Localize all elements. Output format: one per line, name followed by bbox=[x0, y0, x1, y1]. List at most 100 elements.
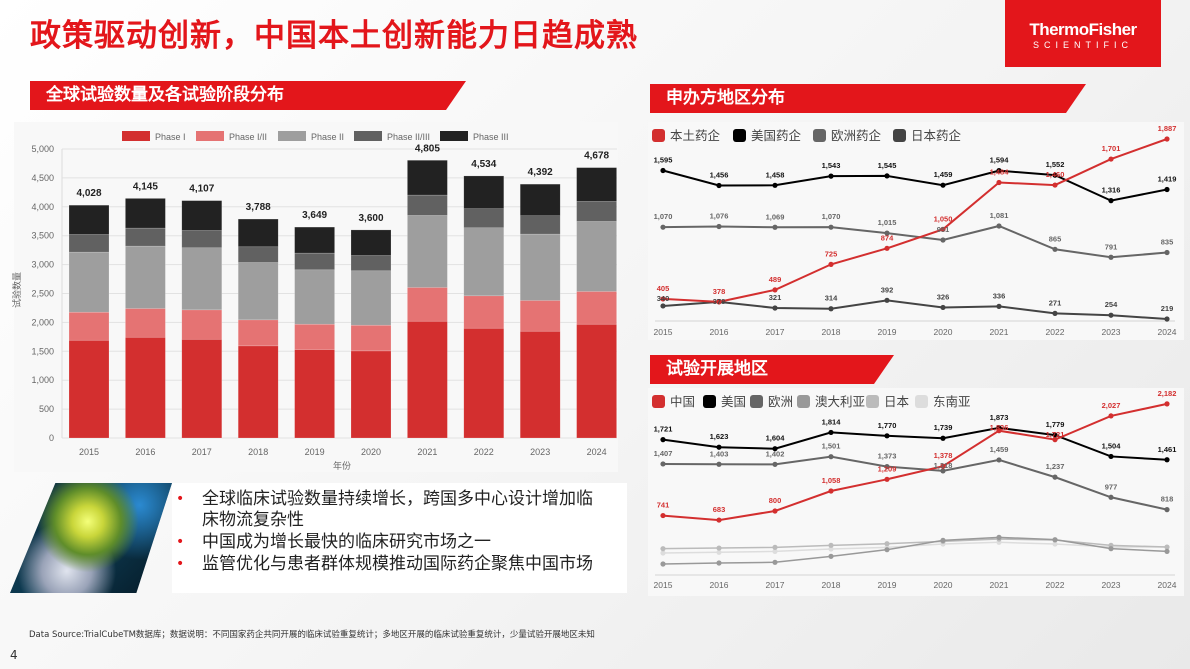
data-point bbox=[772, 461, 778, 467]
data-point bbox=[884, 173, 890, 179]
bar-segment bbox=[125, 245, 166, 309]
data-point bbox=[996, 428, 1002, 434]
bar-segment bbox=[237, 218, 279, 248]
data-point bbox=[772, 544, 778, 550]
bullet-text: 全球临床试验数量持续增长，跨国多中心设计增加临床物流复杂性 bbox=[202, 489, 593, 530]
y-tick-label: 0 bbox=[49, 433, 54, 443]
data-point bbox=[996, 534, 1002, 540]
bar-segment bbox=[463, 295, 505, 329]
legend-swatch bbox=[278, 131, 306, 141]
x-tick-label: 2022 bbox=[1046, 580, 1065, 590]
data-point bbox=[1164, 548, 1170, 554]
data-label: 1,721 bbox=[654, 425, 673, 434]
data-point bbox=[940, 537, 946, 543]
data-point bbox=[1052, 437, 1058, 443]
data-point bbox=[884, 230, 890, 236]
x-tick-label: 2015 bbox=[654, 580, 673, 590]
data-label: 326 bbox=[937, 292, 950, 301]
data-label: 741 bbox=[657, 501, 670, 510]
data-label: 2,027 bbox=[1102, 401, 1121, 410]
data-label: 1,070 bbox=[654, 212, 673, 221]
bar-segment bbox=[576, 201, 617, 222]
bar-segment bbox=[519, 300, 561, 332]
data-label: 392 bbox=[881, 285, 894, 294]
logo-line2: SCIENTIFIC bbox=[1032, 40, 1133, 50]
data-label: 977 bbox=[1105, 482, 1118, 491]
x-tick-label: 2018 bbox=[248, 447, 268, 457]
data-label: 1,402 bbox=[766, 449, 785, 458]
data-point bbox=[996, 179, 1002, 186]
data-label: 1,459 bbox=[934, 170, 953, 179]
data-label: 683 bbox=[713, 505, 726, 514]
data-point bbox=[716, 461, 722, 467]
data-label: 865 bbox=[1049, 234, 1062, 243]
bar-segment bbox=[68, 204, 110, 235]
data-point bbox=[1108, 546, 1114, 552]
bar-segment bbox=[407, 287, 448, 322]
data-point bbox=[884, 476, 890, 482]
data-point bbox=[660, 461, 666, 467]
data-point bbox=[828, 173, 834, 179]
x-tick-label: 2015 bbox=[654, 327, 673, 337]
data-point bbox=[1108, 156, 1114, 162]
x-tick-label: 2018 bbox=[822, 580, 841, 590]
data-point bbox=[772, 548, 778, 554]
x-tick-label: 2019 bbox=[305, 447, 325, 457]
data-point bbox=[716, 299, 722, 305]
data-label: 1,545 bbox=[878, 161, 897, 170]
bar-segment bbox=[68, 339, 110, 439]
data-point bbox=[828, 542, 834, 548]
data-label: 378 bbox=[713, 287, 726, 296]
data-label: 321 bbox=[769, 293, 782, 302]
bar-segment bbox=[237, 246, 279, 263]
legend-label: Phase III bbox=[473, 132, 509, 142]
thermo-fisher-logo: ThermoFisher SCIENTIFIC bbox=[1005, 0, 1161, 67]
data-point bbox=[884, 245, 890, 251]
bar-segment bbox=[350, 255, 392, 272]
data-label: 1,459 bbox=[990, 445, 1009, 454]
x-tick-label: 2019 bbox=[878, 327, 897, 337]
x-tick-label: 2022 bbox=[474, 447, 494, 457]
data-label: 1,458 bbox=[766, 170, 785, 179]
legend-swatch bbox=[703, 395, 716, 408]
data-point bbox=[1164, 544, 1170, 550]
data-label: 1,504 bbox=[1102, 441, 1122, 450]
data-label: 1,623 bbox=[710, 432, 729, 441]
data-label: 1,739 bbox=[934, 423, 953, 432]
series-line bbox=[662, 402, 1168, 522]
bar-total-label: 4,534 bbox=[471, 159, 496, 170]
legend-label: 中国 bbox=[670, 394, 695, 409]
legend-swatch bbox=[813, 129, 826, 142]
y-tick-label: 5,000 bbox=[31, 144, 54, 154]
data-label: 314 bbox=[825, 294, 838, 303]
bullet-dot-icon: • bbox=[176, 556, 185, 572]
data-label: 1,543 bbox=[822, 161, 841, 170]
data-point bbox=[1108, 312, 1114, 318]
data-point bbox=[1108, 453, 1114, 460]
bar-segment bbox=[125, 227, 166, 247]
bar-segment bbox=[463, 208, 505, 229]
data-point bbox=[660, 550, 666, 556]
series-line bbox=[662, 426, 1168, 461]
data-label: 1,594 bbox=[990, 156, 1010, 165]
legend-swatch bbox=[440, 131, 468, 141]
x-tick-label: 2023 bbox=[530, 447, 550, 457]
data-label: 818 bbox=[1161, 495, 1174, 504]
data-label: 1,461 bbox=[1158, 445, 1177, 454]
x-tick-label: 2020 bbox=[934, 580, 953, 590]
legend-swatch bbox=[196, 131, 224, 141]
y-tick-label: 500 bbox=[39, 404, 54, 414]
series-line bbox=[662, 224, 1168, 259]
series-line bbox=[662, 536, 1168, 565]
bar-segment bbox=[350, 270, 392, 326]
data-point bbox=[940, 435, 946, 441]
data-label: 340 bbox=[657, 294, 670, 303]
data-point bbox=[940, 468, 946, 474]
data-label: 1,779 bbox=[1046, 420, 1065, 429]
section-header-sponsor-region: 申办方地区分布 bbox=[650, 84, 1086, 113]
data-point bbox=[772, 446, 778, 452]
legend-swatch bbox=[122, 131, 150, 141]
data-point bbox=[716, 444, 722, 450]
data-point bbox=[716, 560, 722, 566]
